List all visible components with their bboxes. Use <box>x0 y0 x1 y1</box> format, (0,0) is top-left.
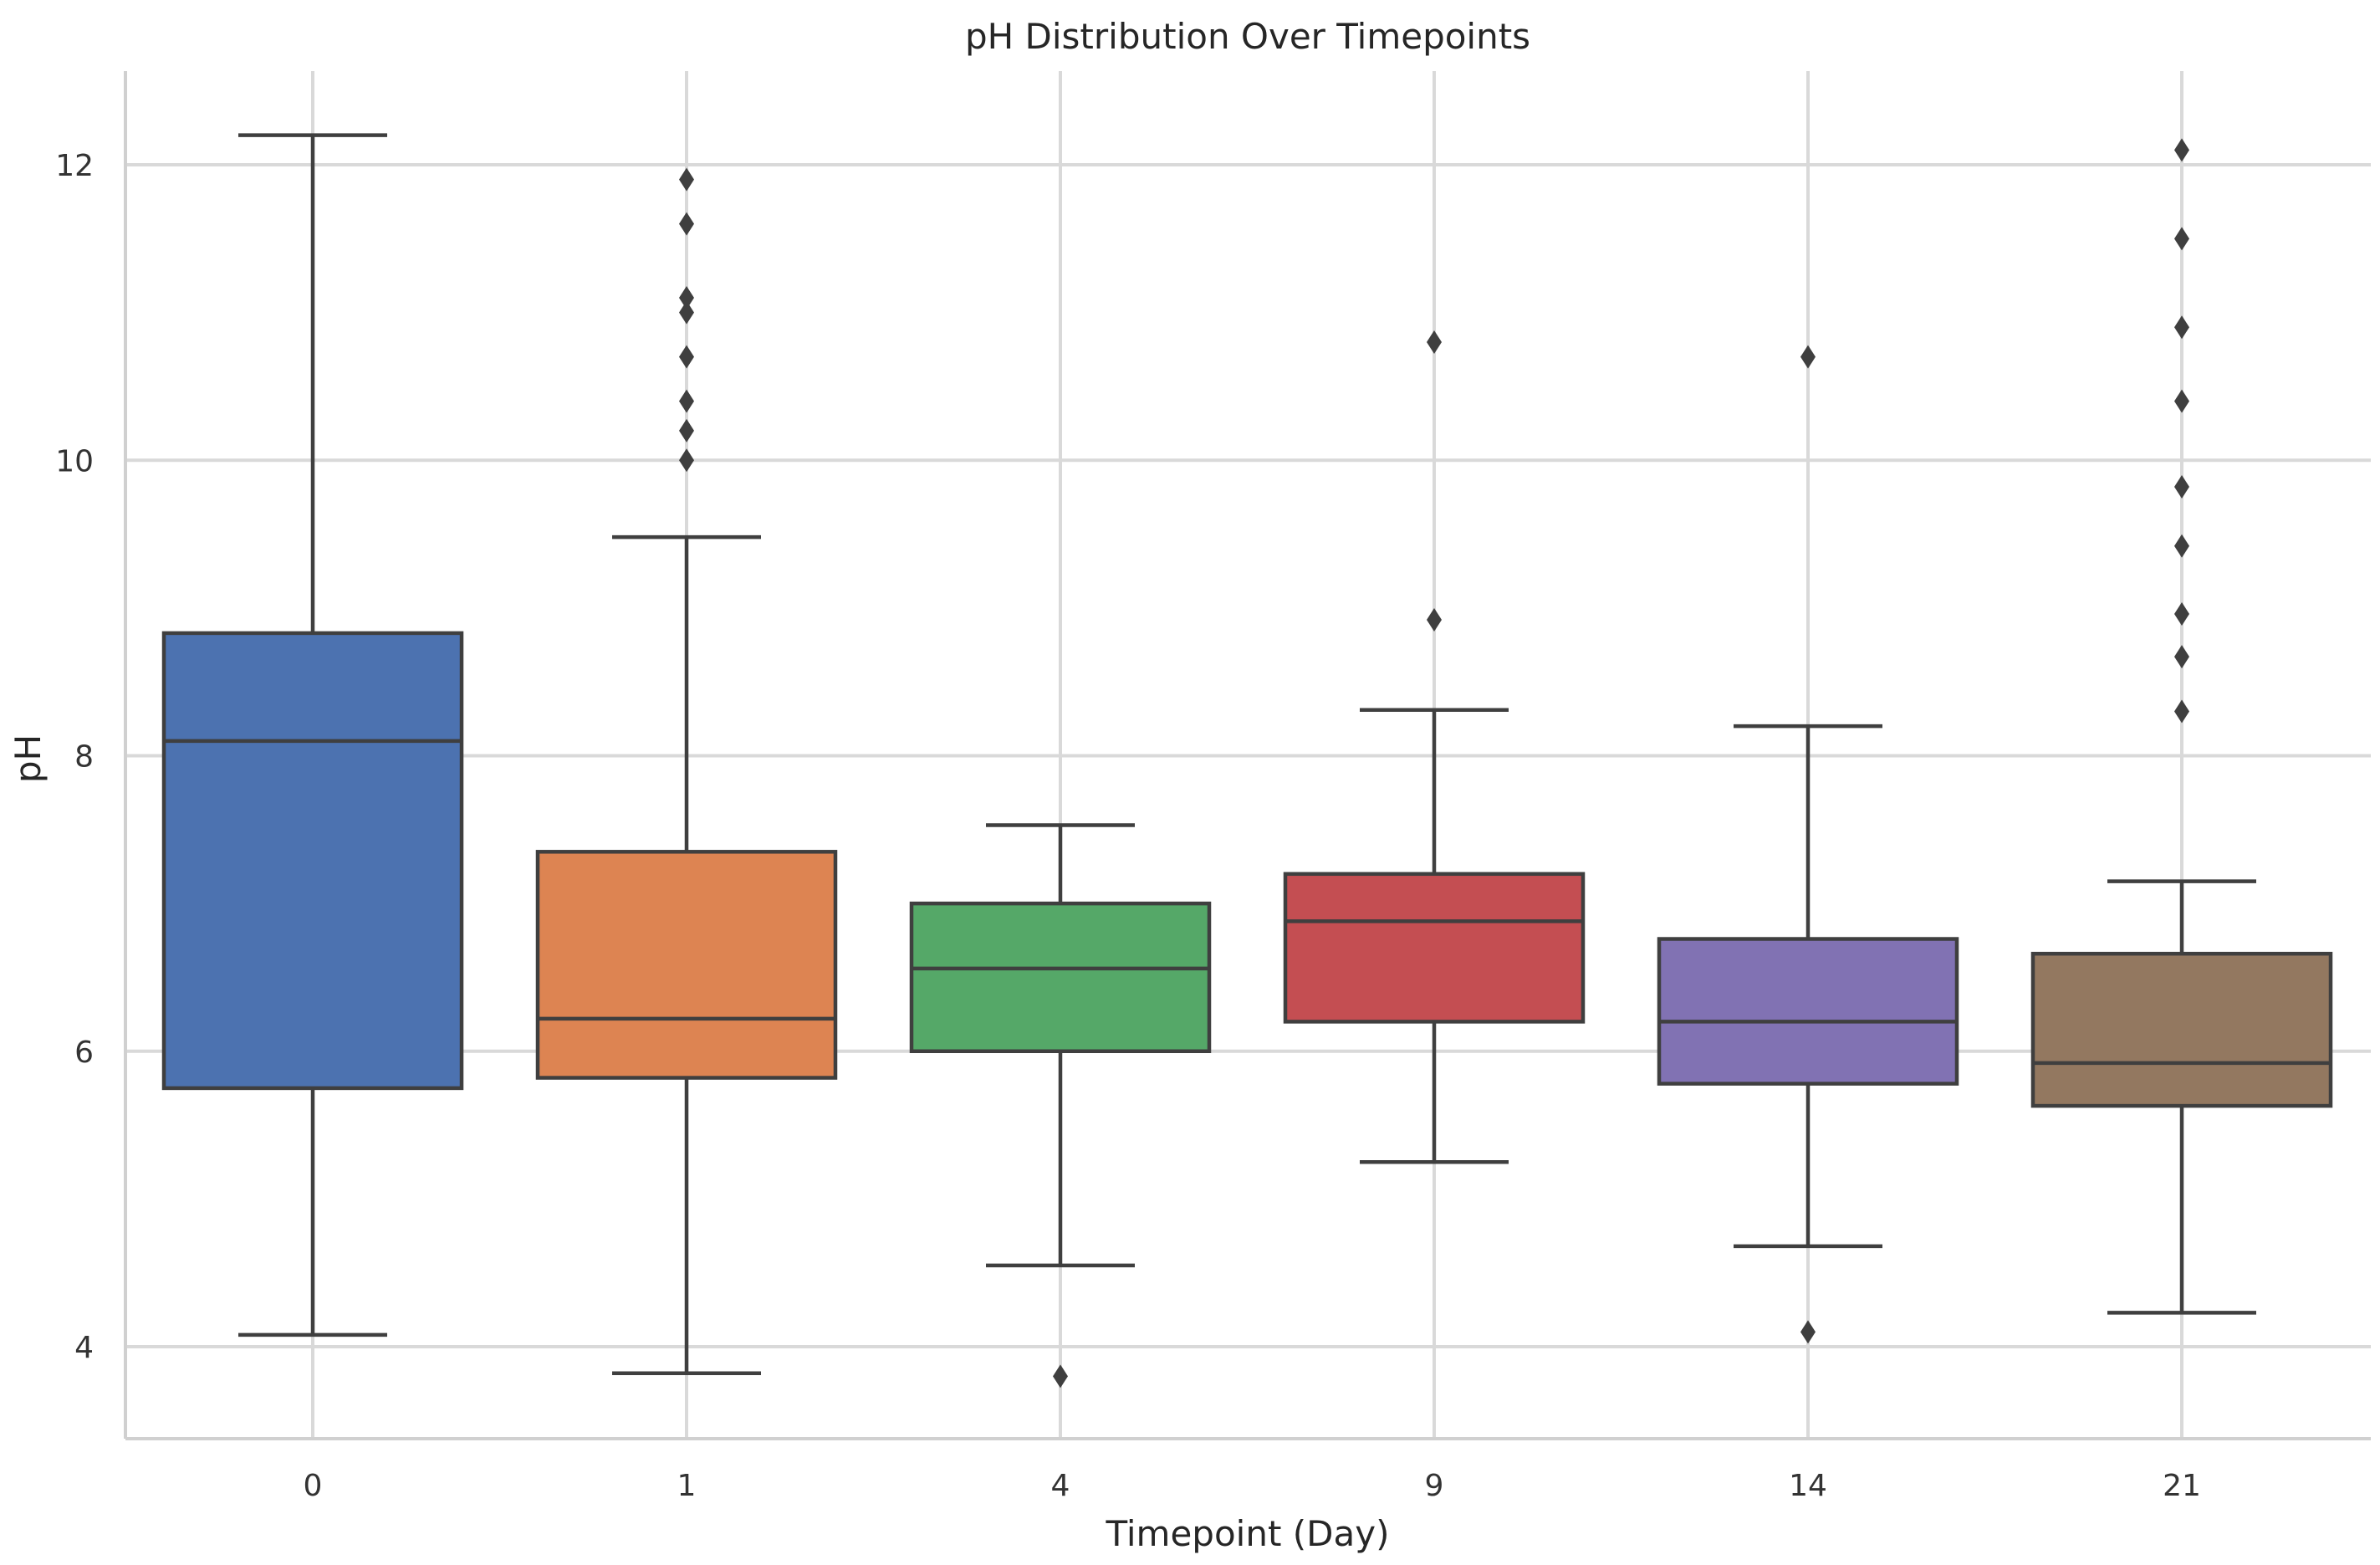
outlier-point <box>2174 227 2189 251</box>
box-group <box>1657 345 1959 1344</box>
box-iqr <box>909 901 1212 1053</box>
outlier-point <box>1427 330 1442 354</box>
x-tick-label: 1 <box>677 1469 697 1503</box>
chart-title: pH Distribution Over Timepoints <box>965 16 1530 57</box>
y-axis-title: pH <box>8 734 49 783</box>
outlier-point <box>2174 315 2189 340</box>
outlier-point <box>679 300 694 325</box>
outlier-point <box>679 167 694 192</box>
outlier-point <box>1053 1364 1068 1389</box>
x-tick-label: 14 <box>1789 1469 1827 1503</box>
box-iqr <box>535 850 838 1080</box>
outlier-point <box>679 212 694 236</box>
y-tick-label: 12 <box>55 149 94 183</box>
x-tick-label: 9 <box>1425 1469 1444 1503</box>
y-tick-label: 10 <box>55 444 94 478</box>
box-group <box>2030 138 2333 1315</box>
outlier-point <box>2174 601 2189 626</box>
y-tick-label: 6 <box>74 1036 94 1070</box>
outlier-point <box>679 418 694 442</box>
outlier-point <box>1800 345 1816 369</box>
outlier-point <box>1800 1320 1816 1344</box>
outlier-point <box>679 389 694 413</box>
outlier-point <box>2174 389 2189 413</box>
axes <box>124 71 2371 1440</box>
outlier-point <box>679 448 694 473</box>
outlier-point <box>1427 608 1442 632</box>
box-group <box>535 167 838 1376</box>
outlier-point <box>2174 645 2189 669</box>
outlier-point <box>2174 534 2189 558</box>
box-iqr <box>1283 872 1586 1024</box>
x-tick-label: 4 <box>1051 1469 1070 1503</box>
y-tick-label: 4 <box>74 1331 94 1365</box>
box-iqr <box>161 631 464 1091</box>
outlier-point <box>2174 138 2189 162</box>
box-iqr <box>1657 937 1959 1086</box>
box-group <box>161 133 464 1337</box>
y-tick-label: 8 <box>74 740 94 775</box>
outlier-point <box>2174 475 2189 499</box>
box-group <box>909 823 1212 1389</box>
boxes <box>161 133 2333 1389</box>
outlier-point <box>679 345 694 369</box>
outlier-point <box>2174 699 2189 724</box>
x-tick-label: 0 <box>304 1469 323 1503</box>
box-group <box>1283 330 1586 1164</box>
outlier-point <box>679 285 694 309</box>
box-iqr <box>2030 951 2333 1108</box>
x-axis-title: Timepoint (Day) <box>1106 1513 1390 1554</box>
x-tick-label: 21 <box>2163 1469 2201 1503</box>
